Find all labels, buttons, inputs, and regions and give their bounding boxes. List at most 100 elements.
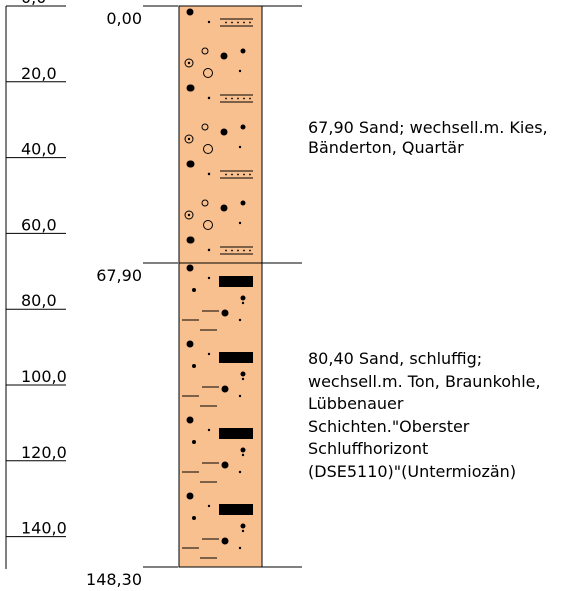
layer-2-desc-line: Lübbenauer (308, 394, 404, 413)
layer-2-desc-line: wechsell.m. Ton, Braunkohle, (308, 372, 541, 391)
banded-clay-dot (243, 21, 245, 24)
banded-clay-dot (231, 173, 233, 176)
lignite-band (219, 504, 253, 515)
banded-clay-dot (249, 97, 251, 100)
banded-clay-dot (243, 249, 245, 252)
scale-tick-label: 100,0 (21, 367, 67, 386)
banded-clay-dot (237, 173, 239, 176)
sand-grain (240, 447, 246, 453)
gravel-pebble (203, 220, 213, 230)
sand-grain (241, 377, 245, 381)
gravel-pebble (201, 199, 209, 207)
sand-grain (192, 288, 196, 292)
gravel-core (187, 137, 191, 141)
sand-grain (186, 492, 194, 500)
lignite-band (219, 276, 253, 287)
layer-1-fill (178, 5, 263, 264)
banded-clay-dot (249, 21, 251, 24)
gravel-pebble (201, 47, 209, 55)
sand-grain (220, 128, 228, 136)
layer-1-desc-line: Bänderton, Quartär (308, 138, 464, 157)
depth-label-boundary: 67,90 (96, 266, 142, 285)
sand-grain (241, 453, 245, 457)
layer-1-description: 67,90 Sand; wechsell.m. Kies, Bänderton,… (308, 118, 548, 157)
gravel-pebble (184, 134, 194, 144)
banded-clay-dot (243, 173, 245, 176)
sand-grain (207, 504, 211, 508)
scale-tick-label: 40,0 (21, 140, 57, 159)
scale-tick-label: 20,0 (21, 64, 57, 83)
scale-tick-label: 60,0 (21, 215, 57, 234)
gravel-pebble (203, 144, 213, 154)
sand-grain (207, 428, 211, 432)
banded-clay-dot (225, 97, 227, 100)
sand-grain (238, 145, 242, 149)
sand-grain (192, 364, 196, 368)
sand-grain (207, 20, 211, 24)
gravel-core (187, 61, 191, 65)
scale-tick-label: 140,0 (21, 519, 67, 538)
sand-grain (207, 352, 211, 356)
gravel-pebble (201, 123, 209, 131)
sand-grain (238, 546, 242, 550)
depth-label-top: 0,00 (106, 9, 142, 28)
layer-1-pattern (184, 8, 253, 255)
banded-clay-dot (231, 97, 233, 100)
sand-grain (221, 385, 229, 393)
sand-grain (240, 48, 246, 54)
sand-grain (186, 8, 194, 16)
layer-2-pattern (182, 264, 253, 559)
sand-grain (241, 301, 245, 305)
gravel-pebble (184, 210, 194, 220)
depth-scale: 0,0 20,0 40,0 60,0 80,0 100,0 120,0 140,0 (5, 0, 67, 569)
sand-grain (221, 537, 229, 545)
lignite-band (219, 352, 253, 363)
banded-clay-dot (237, 249, 239, 252)
sand-grain (241, 529, 245, 533)
depth-label-bottom: 148,30 (86, 570, 142, 589)
sand-grain (240, 295, 246, 301)
scale-tick-label: 80,0 (21, 291, 57, 310)
sand-grain (186, 264, 194, 272)
sand-grain (238, 318, 242, 322)
sand-grain (240, 523, 246, 529)
gravel-core (187, 213, 191, 217)
lithology-column (178, 5, 263, 568)
banded-clay-dot (237, 97, 239, 100)
layer-2-description: 80,40 Sand, schluffig; wechsell.m. Ton, … (308, 349, 541, 481)
banded-clay-dot (237, 21, 239, 24)
layer-2-desc-line: 80,40 Sand, schluffig; (308, 349, 482, 368)
sand-grain (238, 394, 242, 398)
banded-clay-dot (225, 249, 227, 252)
sand-grain (207, 96, 211, 100)
banded-clay-dot (225, 21, 227, 24)
lignite-band (219, 428, 253, 439)
sand-grain (240, 124, 246, 130)
gravel-pebble (184, 58, 194, 68)
sand-grain (192, 440, 196, 444)
sand-grain (207, 172, 211, 176)
layer-2-desc-line: Schluffhorizont (308, 439, 428, 458)
scale-tick-label: 120,0 (21, 443, 67, 462)
scale-tick-label: 0,0 (21, 0, 46, 7)
sand-grain (220, 52, 228, 60)
sand-grain (207, 276, 211, 280)
sand-grain (220, 204, 228, 212)
sand-grain (221, 461, 229, 469)
sand-grain (192, 516, 196, 520)
sand-grain (238, 69, 242, 73)
layer-2-desc-line: (DSE5110)"(Untermiozän) (308, 462, 516, 481)
layer-1-desc-line: 67,90 Sand; wechsell.m. Kies, (308, 118, 548, 137)
sand-grain (238, 470, 242, 474)
sand-grain (186, 160, 194, 168)
layer-2-fill (178, 262, 263, 568)
gravel-pebble (203, 68, 213, 78)
banded-clay-dot (249, 173, 251, 176)
banded-clay-dot (231, 249, 233, 252)
sand-grain (221, 309, 229, 317)
sand-grain (186, 84, 194, 92)
sand-grain (240, 371, 246, 377)
boundary-lines (143, 5, 302, 568)
sand-grain (240, 200, 246, 206)
